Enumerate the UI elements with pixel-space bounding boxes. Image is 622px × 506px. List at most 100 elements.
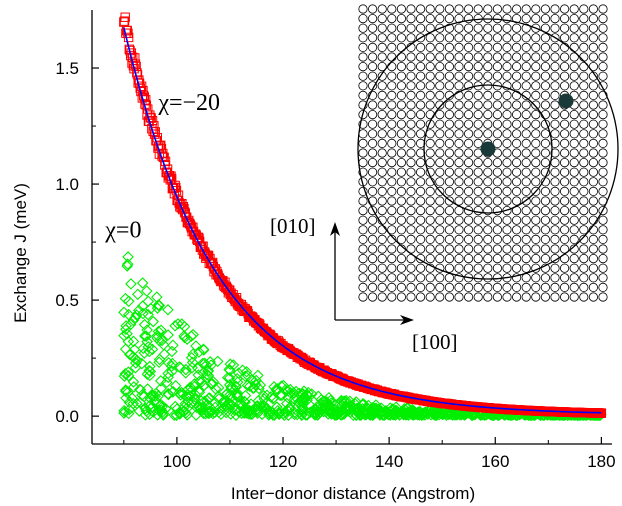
lattice-atom [473,33,483,43]
lattice-atom [531,148,541,158]
data-point [172,318,184,330]
lattice-atom [444,52,454,62]
lattice-atom [387,90,397,101]
lattice-atom [396,119,406,129]
lattice-atom [454,119,464,129]
lattice-atom [396,206,406,216]
lattice-atom [492,263,502,273]
lattice-atom [473,23,483,33]
lattice-atom [598,110,608,120]
lattice-atom [463,263,474,273]
lattice-atom [387,292,397,302]
lattice-atom [598,119,608,129]
lattice-atom [598,225,608,235]
lattice-atom [473,90,483,101]
lattice-atom [569,225,579,235]
data-point [282,409,295,421]
lattice-atom [492,23,502,33]
lattice-atom [559,282,570,292]
lattice-atom [444,129,454,139]
lattice-atom [579,23,589,33]
lattice-atom [540,244,551,254]
lattice-atom [511,4,522,14]
lattice-atom [483,244,493,254]
lattice-atom [521,14,531,24]
data-point [192,385,205,397]
lattice-atom [435,234,445,244]
lattice-atom [358,52,368,62]
lattice-atom [559,225,570,235]
lattice-atom [415,282,426,292]
lattice-atom [579,177,589,187]
lattice-atom [396,186,406,196]
lattice-atom [511,138,522,148]
lattice-atom [511,282,522,292]
lattice-atom [569,273,579,283]
lattice-atom [367,110,378,120]
lattice-atom [387,148,397,158]
data-point [118,370,131,382]
data-point [350,396,362,408]
lattice-atom [531,100,541,110]
lattice-atom [396,225,406,235]
lattice-atom [569,33,579,43]
data-point [128,381,140,393]
lattice-atom [492,177,502,187]
data-point [121,328,133,340]
data-point [359,408,371,421]
y-tick-label: 1.5 [55,59,79,78]
lattice-atom [406,4,416,14]
lattice-atom [415,177,426,187]
lattice-atom [521,186,531,196]
data-point [178,401,191,413]
lattice-atom [377,52,387,62]
lattice-atom [367,244,378,254]
data-point [263,407,276,420]
lattice-atom [492,206,502,216]
lattice-atom [511,52,522,62]
donor-center [480,141,496,157]
lattice-atom [511,33,522,43]
lattice-atom [569,52,579,62]
data-point [428,409,441,421]
lattice-atom [406,52,416,62]
x-tick-label: 140 [375,452,403,471]
data-point [252,369,264,382]
lattice-atom [387,23,397,33]
lattice-atom [550,215,560,225]
lattice-atom [415,42,426,53]
lattice-atom [492,254,502,264]
data-point [162,367,174,380]
lattice-atom [559,129,570,139]
lattice-atom [559,263,570,273]
data-point [123,396,136,409]
lattice-atom [540,225,551,235]
lattice-atom [579,14,589,24]
data-point [174,362,187,374]
lattice-atom [540,110,551,120]
data-point [187,328,199,341]
lattice-atom [435,215,445,225]
lattice-atom [521,52,531,62]
lattice-atom [425,225,435,235]
x-tick-label: 160 [481,452,509,471]
lattice-atom [511,196,522,206]
data-point [299,391,311,404]
y-tick-label: 1.0 [55,175,79,194]
lattice-atom [588,158,599,168]
lattice-atom [367,61,378,72]
lattice-atom [415,186,426,196]
lattice-atom [569,4,579,14]
data-point [157,407,170,420]
data-point [127,335,140,348]
lattice-atom [492,292,502,302]
lattice-atom [483,110,493,120]
data-point [223,372,236,384]
lattice-atom [435,148,445,158]
lattice-atom [387,119,397,129]
lattice-atom [492,52,502,62]
lattice-atom [454,282,464,292]
lattice-atom [425,254,435,264]
lattice-atom [483,4,493,14]
lattice-atom [521,292,531,302]
